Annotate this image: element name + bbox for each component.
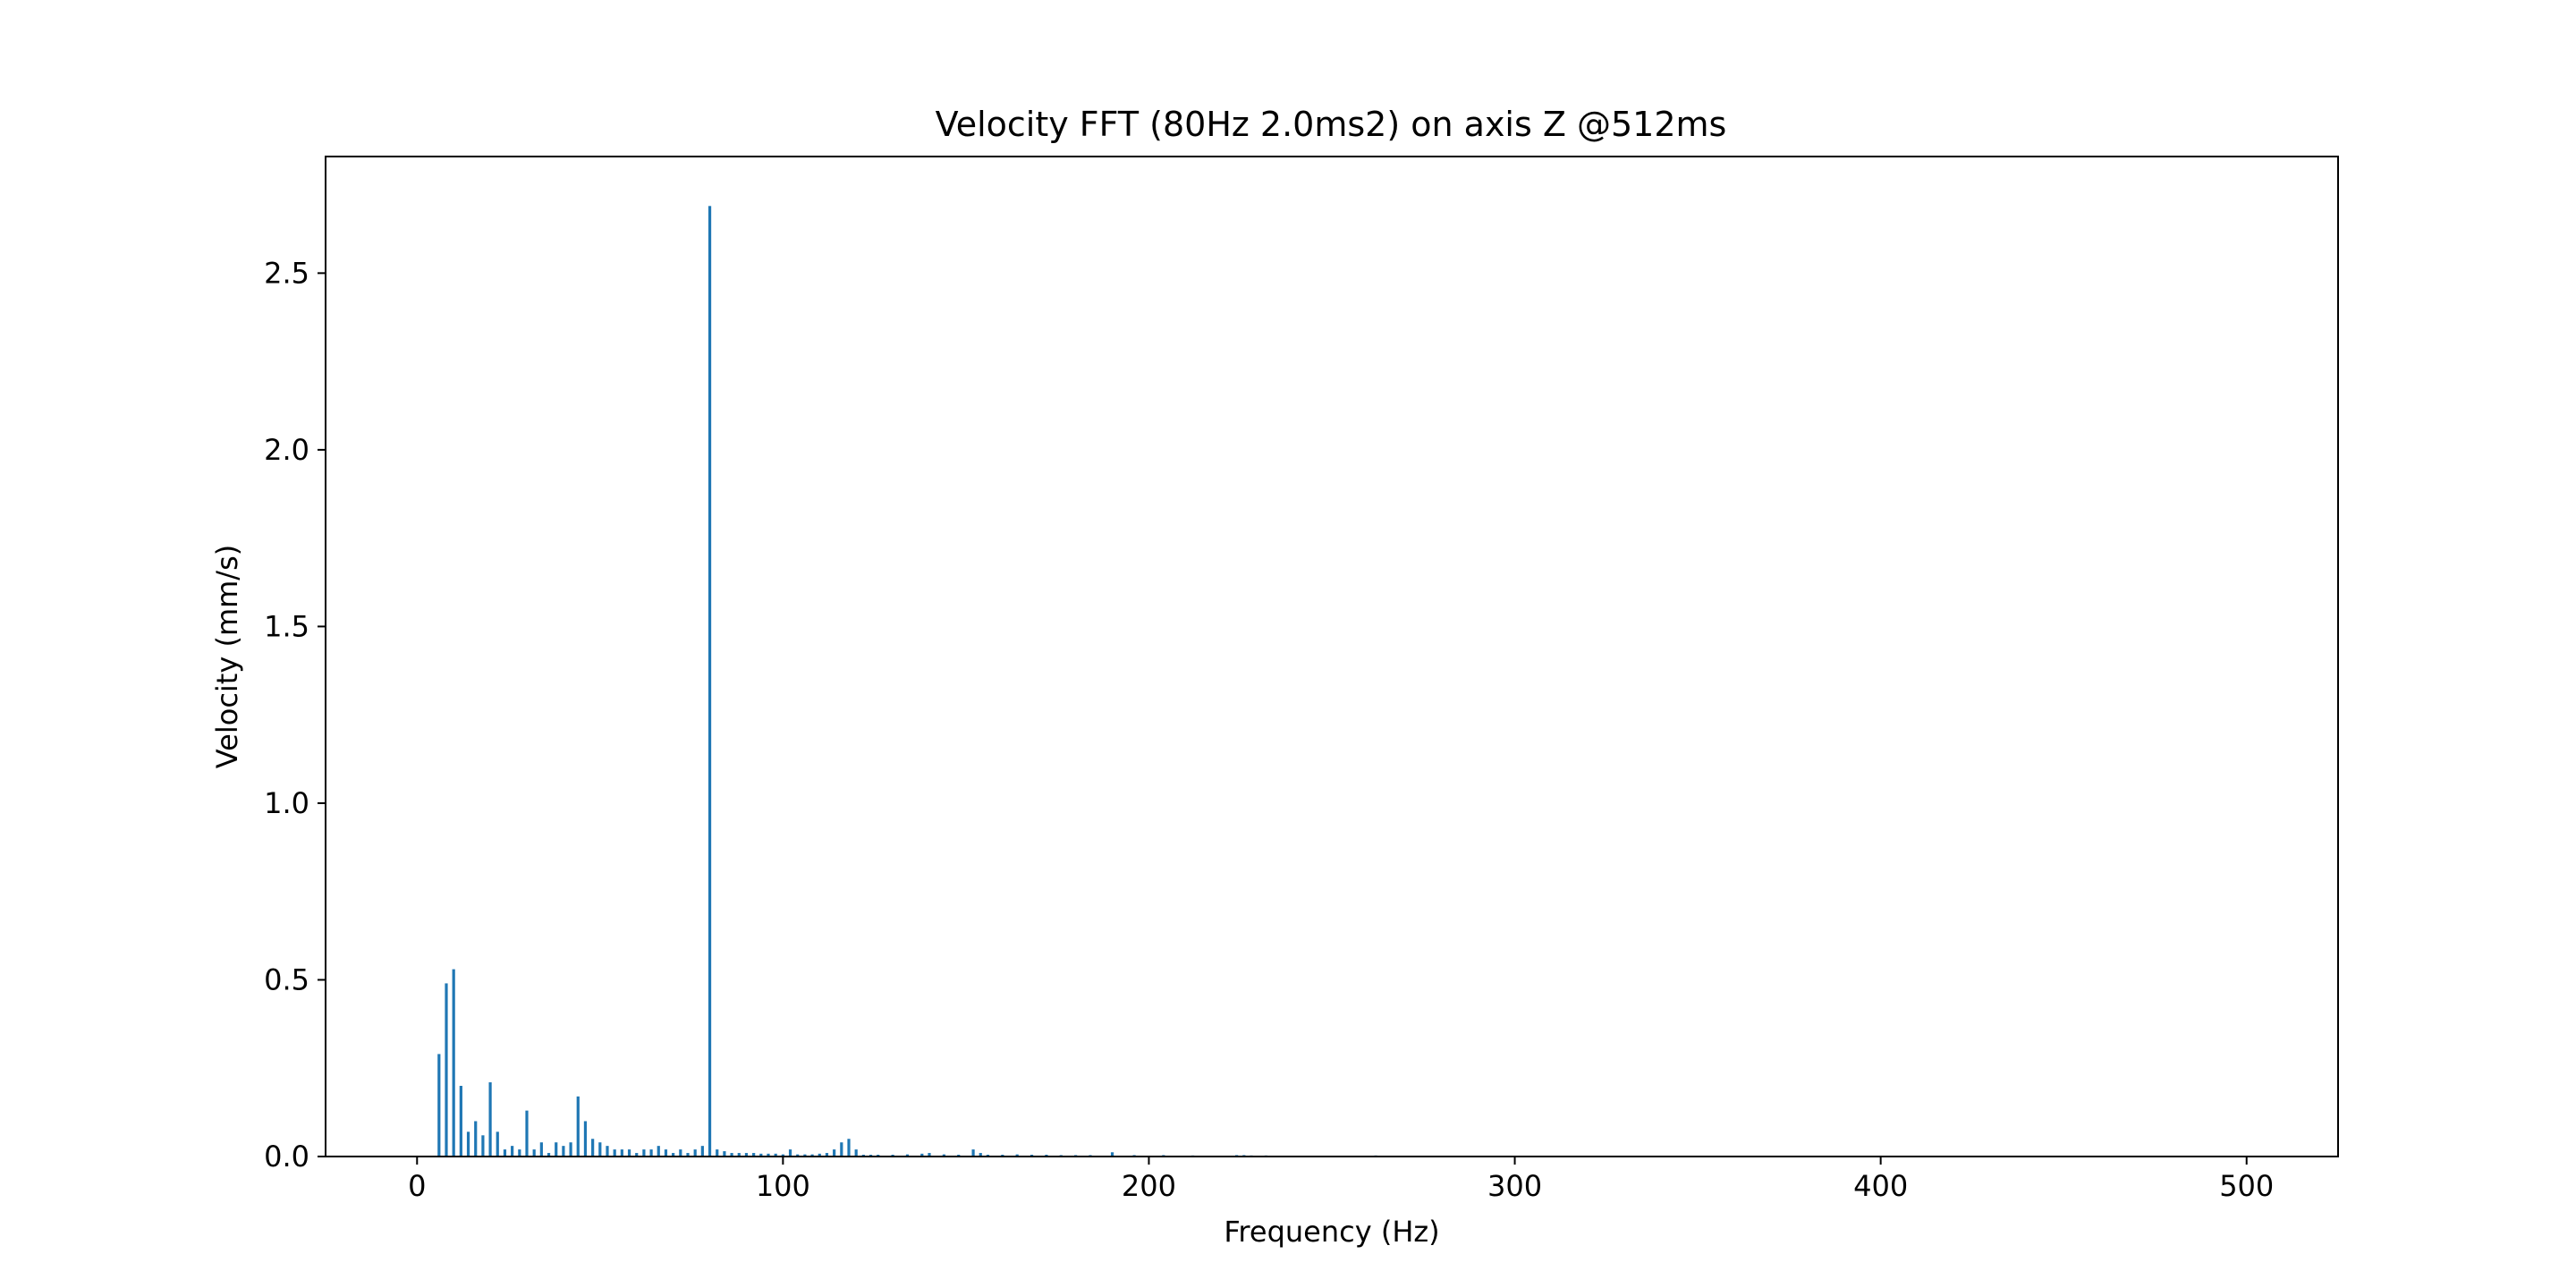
fft-bar [657, 1146, 660, 1157]
fft-bar [928, 1153, 931, 1157]
fft-bar [642, 1149, 646, 1157]
fft-bar [905, 1154, 910, 1157]
fft-bar [1015, 1154, 1019, 1157]
x-axis-ticks: 0 100 200 300 400 500 [408, 1157, 2274, 1203]
fft-bar [583, 1121, 588, 1157]
bar-series [437, 206, 1377, 1157]
y-axis-label: Velocity (mm/s) [210, 545, 244, 768]
fft-bar [840, 1142, 843, 1157]
fft-bar [620, 1149, 623, 1157]
y-tick-label: 2.0 [264, 433, 309, 467]
fft-bar [635, 1153, 639, 1157]
fft-bar [737, 1153, 741, 1157]
x-tick-label: 0 [408, 1169, 426, 1203]
fft-bar [562, 1146, 565, 1157]
y-tick-label: 1.5 [264, 609, 309, 643]
fft-bar [693, 1149, 697, 1157]
fft-bar [781, 1154, 784, 1157]
fft-bar [627, 1149, 631, 1157]
fft-bar [723, 1151, 726, 1157]
fft-bar [730, 1153, 733, 1157]
fft-bar [525, 1110, 529, 1157]
fft-bar [532, 1149, 536, 1157]
fft-bar [810, 1154, 814, 1157]
fft-bar [466, 1131, 470, 1157]
fft-bar [555, 1142, 558, 1157]
fft-bar [833, 1149, 836, 1157]
fft-bar [759, 1153, 763, 1157]
fft-bar [971, 1149, 975, 1157]
fft-bar [606, 1146, 609, 1157]
fft-bar [569, 1142, 572, 1157]
fft-bar [613, 1149, 616, 1157]
fft-bar [539, 1142, 543, 1157]
fft-bar [752, 1153, 756, 1157]
fft-bar [686, 1153, 690, 1157]
fft-bar [503, 1149, 507, 1157]
fft-bar [818, 1153, 821, 1157]
y-tick-label: 1.0 [264, 786, 309, 820]
fft-bar [774, 1153, 777, 1157]
fft-bar [518, 1149, 521, 1157]
y-tick-label: 2.5 [264, 256, 309, 290]
fft-bar [488, 1082, 492, 1157]
fft-bar [847, 1139, 851, 1157]
fft-bar [672, 1153, 675, 1157]
fft-bar [942, 1154, 945, 1157]
fft-bar [437, 1054, 441, 1157]
x-axis-label: Frequency (Hz) [1224, 1215, 1439, 1249]
y-axis-ticks: 0.0 0.5 1.0 1.5 2.0 2.5 [264, 256, 326, 1174]
fft-bar [511, 1146, 514, 1157]
fft-bar [825, 1153, 829, 1157]
fft-bar [700, 1146, 704, 1157]
fft-bar [803, 1154, 807, 1157]
fft-bar [744, 1153, 749, 1157]
fft-bar [452, 969, 455, 1157]
fft-bar [591, 1139, 595, 1157]
chart-title: Velocity FFT (80Hz 2.0ms2) on axis Z @51… [936, 105, 1727, 144]
x-tick-label: 500 [2219, 1169, 2274, 1203]
fft-bar [796, 1154, 800, 1157]
x-tick-label: 100 [756, 1169, 810, 1203]
fft-bar [767, 1153, 770, 1157]
fft-bar [547, 1153, 551, 1157]
fft-bar [716, 1149, 719, 1157]
fft-bar [445, 983, 448, 1157]
fft-bar [708, 206, 712, 1157]
x-tick-label: 400 [1853, 1169, 1908, 1203]
x-tick-label: 200 [1122, 1169, 1176, 1203]
fft-bar [496, 1131, 499, 1157]
fft-bar [854, 1149, 858, 1157]
plot-frame [325, 156, 2339, 1157]
fft-bar [979, 1153, 982, 1157]
fft-bar [481, 1135, 485, 1157]
fft-bar [576, 1096, 580, 1157]
fft-bar [598, 1142, 602, 1157]
fft-bar [788, 1149, 792, 1157]
fft-bar [664, 1149, 668, 1157]
x-tick-label: 300 [1487, 1169, 1542, 1203]
fft-bar [1110, 1152, 1114, 1157]
y-tick-label: 0.0 [264, 1140, 309, 1174]
fft-bar [459, 1085, 462, 1157]
fft-bar [920, 1153, 924, 1157]
fft-bar [679, 1149, 682, 1157]
y-tick-label: 0.5 [264, 962, 309, 996]
fft-bar [474, 1121, 478, 1157]
fft-bar [649, 1149, 653, 1157]
